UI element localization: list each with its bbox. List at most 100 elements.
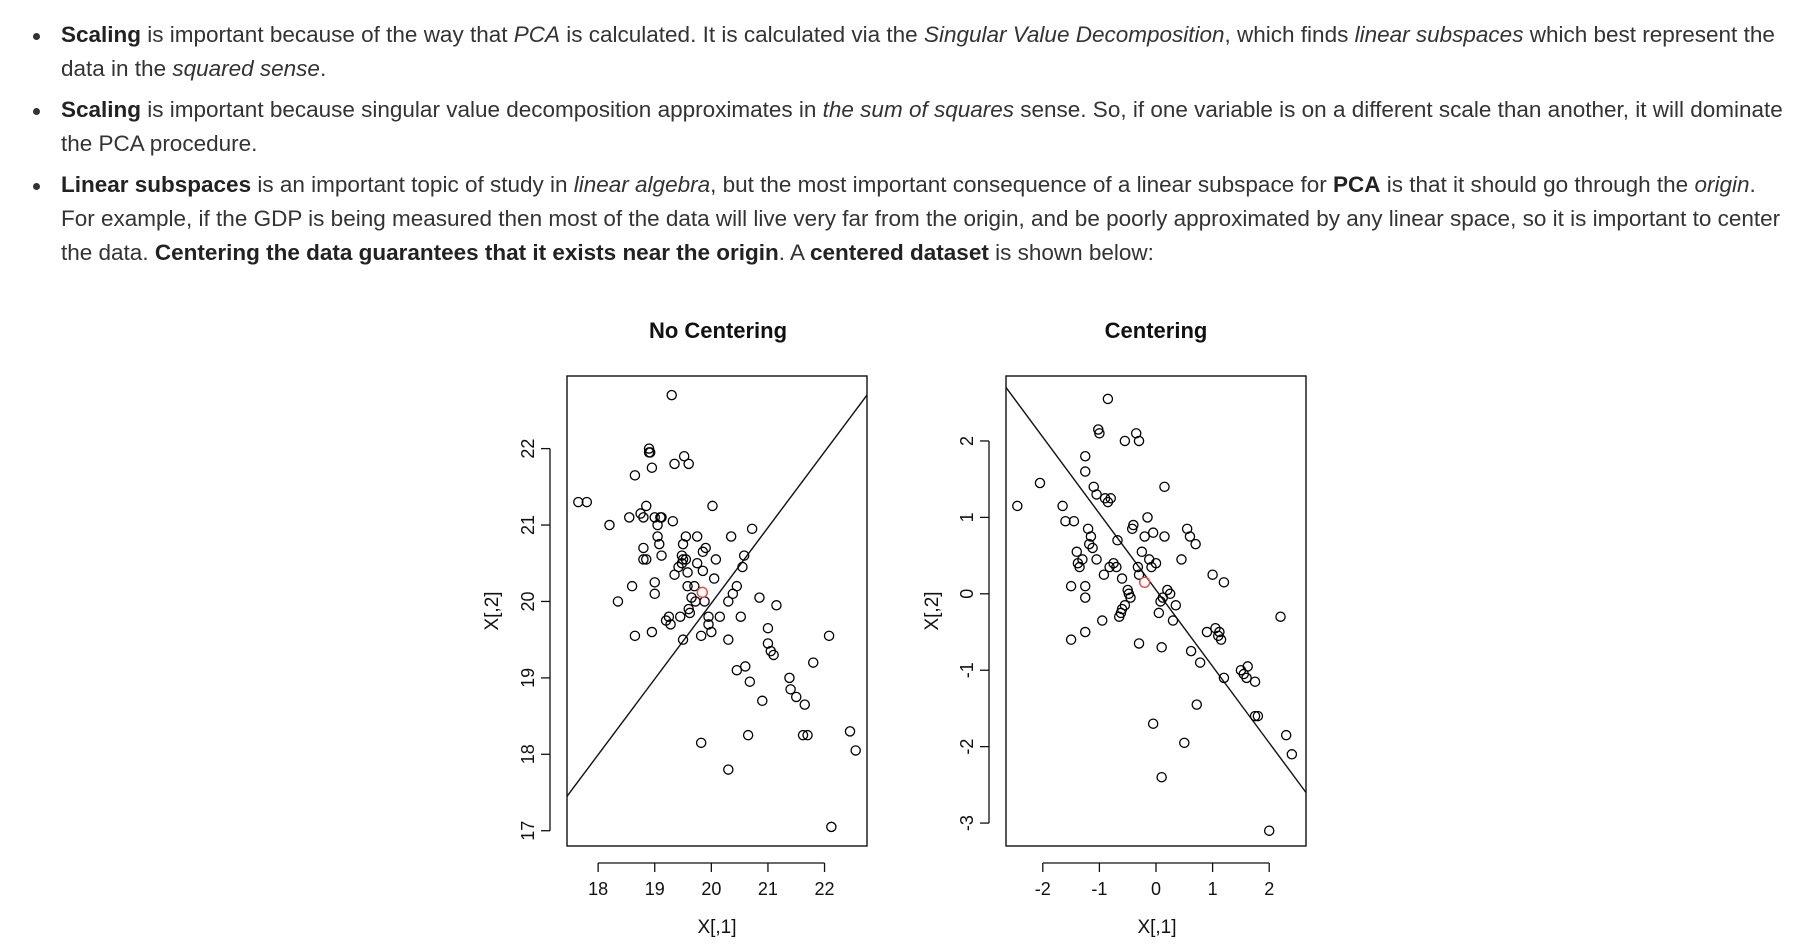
text-run: is important because of the way that: [141, 22, 514, 47]
scatter-point: [1156, 642, 1167, 653]
scatter-point: [802, 729, 813, 741]
scatter-point: [663, 611, 675, 622]
scatter-point: [707, 500, 718, 512]
plot-no-centering-frame: [566, 375, 868, 847]
scatter-point: [823, 630, 835, 642]
scatter-point: [703, 611, 714, 622]
bullet-item: Scaling is important because singular va…: [0, 93, 1808, 161]
scatter-point: [1241, 672, 1252, 684]
plot-centering-y-tick-label: -2: [957, 739, 977, 755]
scatter-point: [1083, 538, 1095, 550]
plot-centering-mean-point: [1138, 576, 1151, 589]
italic-text: PCA: [513, 22, 560, 47]
scatter-point: [826, 821, 837, 833]
plot-centering-x-tick-label: 0: [1151, 879, 1161, 899]
scatter-point: [666, 389, 677, 401]
plot-no-centering-y-tick-label: 21: [518, 515, 538, 535]
italic-text: linear algebra: [573, 172, 711, 197]
scatter-point: [678, 450, 690, 462]
scatter-point: [677, 554, 689, 565]
bold-text: Scaling: [61, 22, 142, 47]
scatter-point: [1133, 435, 1145, 447]
plot-centering-y-tick-label: 0: [957, 589, 977, 599]
italic-text: linear subspaces: [1354, 22, 1524, 47]
scatter-point: [689, 580, 700, 592]
plot-centering-xlabel: X[,1]: [1137, 917, 1176, 938]
scatter-point: [1156, 771, 1167, 783]
scatter-point: [710, 554, 722, 565]
bold-text: Linear subspaces: [61, 172, 252, 197]
scatter-point: [1218, 577, 1230, 588]
scatter-point: [703, 619, 714, 630]
scatter-point: [1159, 481, 1170, 493]
scatter-point: [740, 661, 751, 672]
scatter-point: [684, 607, 696, 619]
scatter-point: [1116, 573, 1128, 584]
scatter-point: [771, 600, 782, 611]
scatter-point: [1102, 393, 1114, 405]
scatter-point: [1057, 500, 1068, 512]
scatter-point: [1142, 512, 1153, 523]
scatter-point: [742, 729, 754, 741]
plot-no-centering-y-tick-label: 17: [518, 821, 538, 841]
scatter-point: [1153, 607, 1165, 619]
italic-text: squared sense: [172, 56, 320, 81]
scatter-point: [1119, 435, 1131, 447]
plot-no-centering-x-tick-label: 18: [588, 879, 608, 899]
scatter-point: [1179, 737, 1190, 749]
scatter-point: [1252, 710, 1264, 722]
scatter-point: [646, 626, 658, 638]
plot-no-centering-xlabel: X[,1]: [697, 917, 736, 938]
scatter-point: [649, 577, 660, 588]
scatter-point: [697, 565, 709, 577]
scatter-point: [1094, 428, 1105, 439]
bold-text: centered dataset: [810, 240, 989, 265]
plot-centering-points: [1012, 393, 1298, 836]
scatter-point: [1071, 546, 1083, 558]
scatter-point: [649, 512, 660, 523]
scatter-point: [677, 538, 689, 550]
scatter-point: [1082, 523, 1094, 535]
scatter-point: [807, 657, 819, 668]
scatter-point: [638, 542, 649, 554]
scatter-point: [644, 447, 656, 458]
scatter-point: [1167, 615, 1179, 626]
scatter-point: [683, 458, 694, 470]
bold-text: Centering the data guarantees that it ex…: [154, 240, 779, 265]
scatter-point: [723, 634, 734, 645]
plot-centering-y-ticks: -3 -2 -1 0 1 2: [957, 436, 990, 831]
scatter-point: [652, 531, 663, 542]
scatter-point: [1201, 626, 1213, 638]
plot-centering-y-tick-label: -1: [957, 662, 977, 678]
scatter-point: [1176, 554, 1187, 565]
scatter-point: [1087, 542, 1098, 554]
scatter-point: [1065, 634, 1077, 645]
scatter-point: [1096, 615, 1108, 626]
plot-no-centering-mean-point: [696, 586, 708, 598]
scatter-point: [680, 531, 692, 542]
italic-text: the sum of squares: [822, 97, 1015, 122]
plot-no-centering-y-tick-label: 19: [518, 668, 538, 688]
scatter-point: [746, 523, 758, 535]
scatter-point: [638, 554, 649, 565]
scatter-point: [714, 611, 726, 622]
scatter-point: [649, 588, 660, 600]
scatter-point: [656, 512, 667, 523]
scatter-point: [1034, 477, 1046, 489]
scatter-point: [754, 592, 765, 603]
italic-text: origin: [1694, 172, 1750, 197]
plot-centering-title: Centering: [1105, 318, 1208, 343]
scatter-point: [708, 573, 720, 584]
plot-no-centering-y-tick-label: 18: [518, 744, 538, 764]
scatter-point: [850, 745, 861, 756]
scatter-point: [674, 611, 686, 622]
scatter-point: [665, 619, 676, 630]
scatter-point: [656, 550, 667, 561]
scatter-point: [1139, 531, 1150, 542]
text-run: , which finds: [1224, 22, 1355, 47]
plot-no-centering-x-tick-label: 21: [758, 879, 778, 899]
scatter-point: [1128, 519, 1139, 531]
scatter-point: [790, 691, 802, 703]
scatter-point: [1136, 546, 1148, 558]
plot-no-centering-x-tick-label: 22: [815, 879, 835, 899]
